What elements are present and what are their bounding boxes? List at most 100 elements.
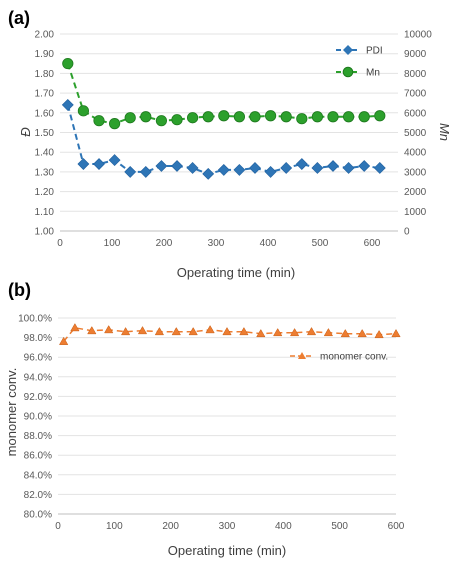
data-point-mn [218,110,230,122]
panel-a-gridlines [60,33,398,232]
data-point-pdi [139,165,152,178]
y-tick-label: 84.0% [24,470,52,481]
data-point-monomer-conv [273,327,283,337]
data-point-mn [202,111,214,123]
data-point-monomer-conv [357,328,367,338]
data-point-mn [93,115,105,127]
data-point-monomer-conv [374,329,384,339]
data-point-pdi [264,165,277,178]
y-tick-label: 90.0% [24,412,52,423]
panel-a-x-tick-labels: 0 100 200 300 400 500 600 [57,238,381,249]
data-point-mn [342,111,355,123]
y-tick-label: 96.0% [24,353,52,364]
data-point-monomer-conv [289,327,300,337]
y-tick-label: 1.60 [35,108,55,119]
data-point-monomer-conv [205,325,215,334]
data-point-pdi [171,160,183,172]
legend-monomer-conv-label: monomer conv. [320,352,388,363]
data-point-mn [109,118,121,130]
data-point-mn [264,110,277,122]
x-tick-label: 200 [156,238,173,249]
y2-tick-label: 10000 [404,30,432,41]
data-point-mn [280,111,292,123]
panel-a-y2-axis-title: Mn [437,123,452,141]
panel-b-gridlines [58,317,396,515]
data-point-pdi [124,165,137,178]
data-point-monomer-conv [188,327,198,336]
y-tick-label: 86.0% [24,451,52,462]
data-point-mn [311,111,323,123]
data-point-mn [327,111,339,123]
y-tick-label: 94.0% [24,372,52,383]
y-tick-label: 2.00 [35,30,55,41]
legend-monomer-conv-marker [298,352,306,359]
data-point-mn [124,112,136,124]
y-tick-label: 1.20 [35,187,55,198]
legend-mn-label: Mn [366,68,380,79]
panel-a-series [61,57,386,180]
data-point-pdi [108,154,121,167]
data-point-monomer-conv [239,327,249,336]
y-tick-label: 1.50 [35,128,55,139]
data-point-pdi [155,160,168,172]
data-point-mn [358,111,370,123]
panel-b-label: (b) [8,280,31,300]
data-point-monomer-conv [120,327,131,336]
data-point-mn [140,111,152,123]
panel-b-legend: monomer conv. [290,352,388,363]
data-point-pdi [311,162,324,174]
y-tick-label: 92.0% [24,392,52,403]
data-point-monomer-conv [59,336,69,345]
panel-a-y-axis-title: Đ [18,127,33,137]
data-point-monomer-conv [306,327,317,336]
data-point-pdi [77,158,90,170]
data-point-monomer-conv [323,327,334,337]
data-point-pdi [327,160,339,172]
panel-a-y-tick-labels: 1.00 1.10 1.20 1.30 1.40 1.50 1.60 1.70 1.80 1.90… [35,30,55,238]
data-point-pdi [280,162,293,174]
data-point-monomer-conv [154,327,165,336]
data-point-monomer-conv [104,325,114,334]
data-point-pdi [186,162,199,174]
data-point-mn [374,110,386,122]
panel-b-chart: (b) 80.0% 82.0% 84.0% 86.0% 88.0% 90.0% 92.0% 9… [4,280,405,558]
y2-tick-label: 3000 [404,167,427,178]
data-point-monomer-conv [137,326,148,335]
panel-a-label: (a) [8,8,30,28]
data-point-mn [171,114,183,126]
y2-tick-label: 0 [404,227,410,238]
x-tick-label: 500 [331,521,348,532]
x-tick-label: 100 [106,521,123,532]
x-tick-label: 200 [162,521,179,532]
y-tick-label: 82.0% [24,490,52,501]
x-tick-label: 400 [260,238,277,249]
legend-pdi-marker [343,45,353,55]
data-point-monomer-conv [87,326,97,335]
data-point-monomer-conv [70,323,80,332]
panel-b-y-tick-labels: 80.0% 82.0% 84.0% 86.0% 88.0% 90.0% 92.0% 94.0%… [18,314,52,521]
data-point-mn [187,112,199,124]
y-tick-label: 1.00 [35,227,55,238]
data-point-pdi [373,162,386,174]
panel-a-chart: (a) 1.00 1.10 1.20 1.30 1.40 1.50 1.60 1.70 1.80… [8,8,452,280]
y-tick-label: 1.80 [35,69,55,80]
y2-tick-label: 6000 [404,108,427,119]
data-point-monomer-conv [256,328,266,338]
panel-a-x-axis-title: Operating time (min) [177,265,295,280]
panel-b-x-tick-labels: 0 100 200 300 400 500 600 [55,521,405,532]
data-point-mn [296,113,308,125]
x-tick-label: 500 [312,238,329,249]
data-point-pdi [233,164,246,176]
x-tick-label: 600 [388,521,405,532]
x-tick-label: 0 [55,521,61,532]
data-point-pdi [249,162,261,174]
panel-a-y2-tick-labels: 0 1000 2000 3000 4000 5000 6000 7000 8000 9000 100… [404,30,432,238]
data-point-monomer-conv [171,327,181,336]
data-point-pdi [202,167,215,180]
x-tick-label: 600 [364,238,381,249]
data-point-mn [233,111,245,123]
data-point-mn [62,57,74,70]
y-tick-label: 100.0% [18,314,52,325]
panel-b-x-axis-title: Operating time (min) [168,543,286,558]
